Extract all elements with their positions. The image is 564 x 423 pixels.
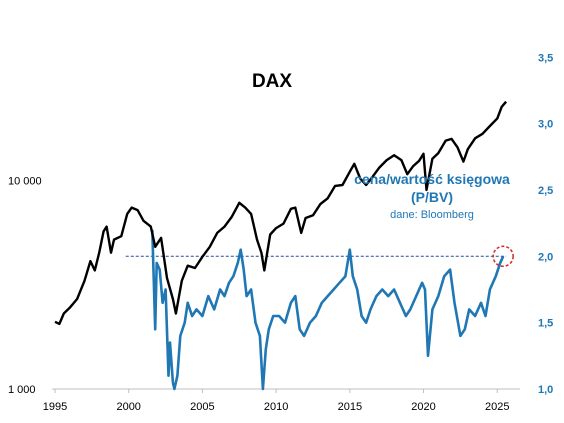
right-tick-label: 2,5 [538, 185, 553, 197]
x-tick-label: 2005 [190, 401, 214, 413]
x-tick-label: 2015 [338, 401, 362, 413]
right-tick-label: 3,0 [538, 119, 553, 131]
x-tick-label: 2000 [116, 401, 140, 413]
current-value-highlight [492, 245, 514, 268]
left-axis-ticks: 1 000 10 000 [8, 175, 42, 396]
left-tick-label: 10 000 [8, 175, 42, 187]
left-tick-label: 1 000 [8, 384, 36, 396]
right-tick-label: 1,5 [538, 318, 553, 330]
dax-series-line [54, 100, 508, 326]
right-tick-label: 1,0 [538, 384, 553, 396]
pbv-annotation-line2: (P/BV) [411, 189, 453, 205]
source-note: dane: Bloomberg [390, 209, 474, 221]
x-tick-label: 2025 [485, 401, 509, 413]
right-axis-ticks: 1,0 1,5 2,0 2,5 3,0 3,5 [538, 52, 553, 396]
right-tick-label: 2,0 [538, 251, 553, 263]
pbv-series-line [151, 229, 505, 391]
right-tick-label: 3,5 [538, 52, 553, 64]
x-tick-label: 2010 [264, 401, 288, 413]
x-tick-label: 1995 [43, 401, 67, 413]
chart-title: DAX [252, 71, 292, 92]
x-tick-label: 2020 [411, 401, 435, 413]
pbv-annotation-line1: cena/wartość księgowa [354, 171, 510, 187]
x-axis-ticks: 1995 2000 2005 2010 2015 2020 2025 [43, 389, 510, 413]
